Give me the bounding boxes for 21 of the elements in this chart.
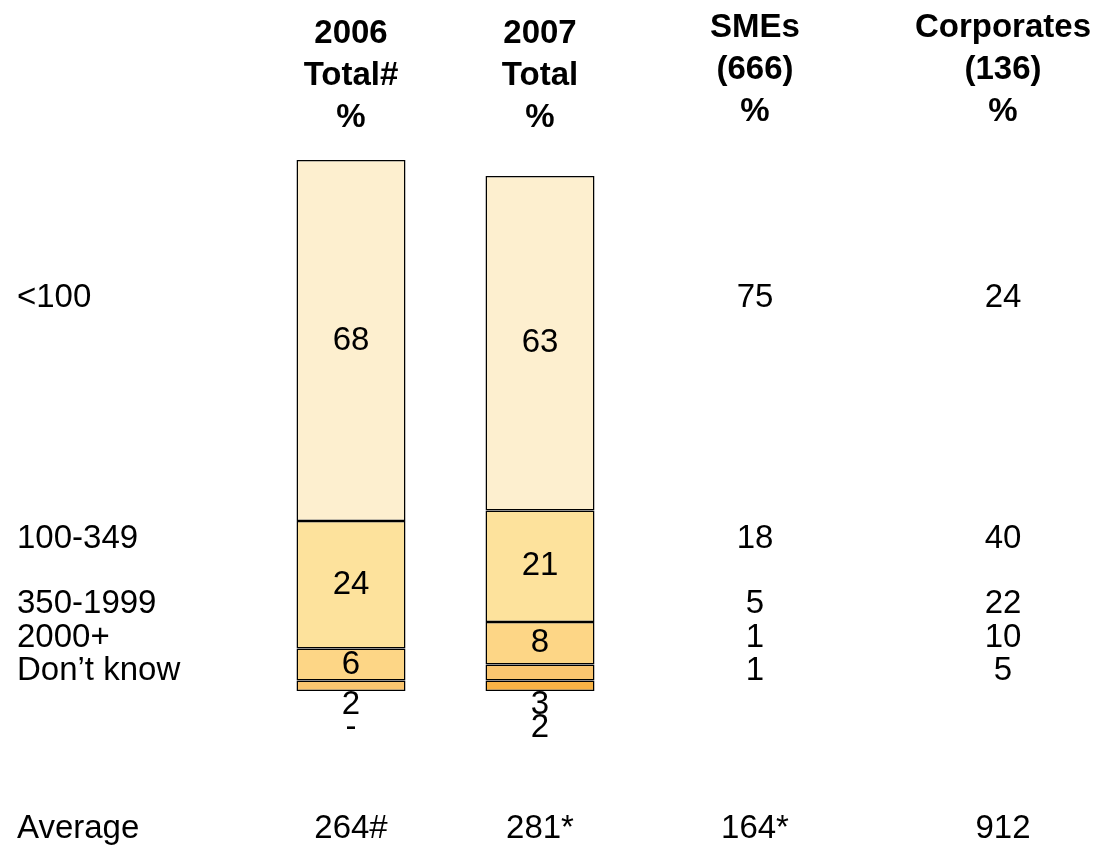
data-label: 63 — [521, 322, 559, 360]
data-label: 281* — [506, 806, 574, 847]
data-label: 40 — [984, 517, 1022, 557]
data-label: 8 — [530, 622, 550, 660]
data-label: 68 — [332, 319, 370, 357]
text: 100-349 — [17, 517, 139, 557]
x-tick-label: 2007 Total % — [501, 13, 579, 135]
data-label: 6 — [341, 643, 361, 681]
data-label: 912 — [975, 806, 1031, 847]
data-label: 75 — [736, 276, 774, 316]
data-label: 24 — [984, 276, 1022, 316]
data-label: 24 — [332, 563, 370, 601]
data-label: 21 — [521, 545, 559, 583]
category-label: Corporates (136) % — [914, 6, 1092, 130]
text: <100 — [17, 276, 92, 316]
category-label: SMEs (666) % — [710, 6, 800, 130]
data-label: 18 — [736, 517, 774, 557]
data-label: 264# — [314, 806, 388, 847]
data-label: 164* — [721, 806, 789, 847]
x-tick-label: 2006 Total# % — [303, 13, 399, 135]
text: Average — [17, 806, 140, 847]
